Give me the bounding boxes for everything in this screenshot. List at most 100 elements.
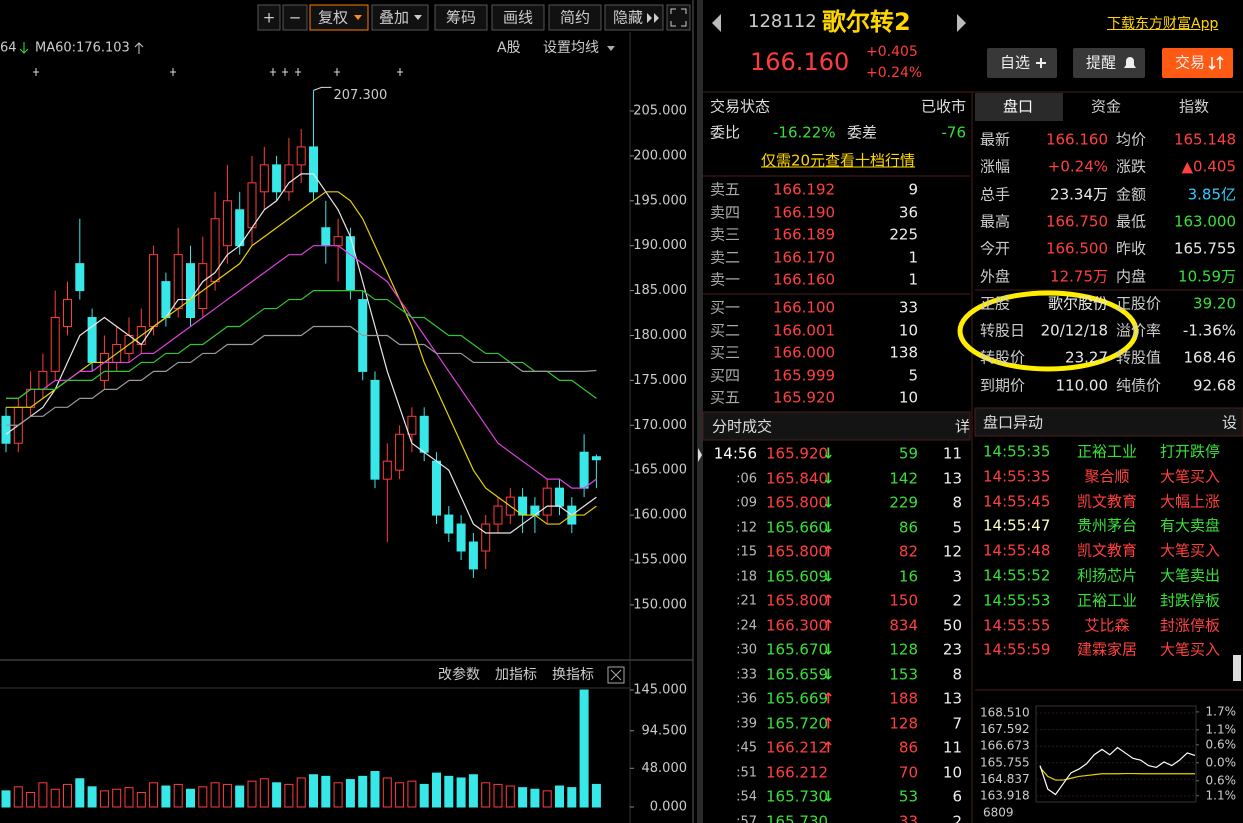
label: 11 <box>942 738 962 757</box>
label[interactable]: 盘口 <box>1002 97 1034 116</box>
label: 23 <box>942 640 962 659</box>
candle-body <box>579 451 589 489</box>
volume-bar <box>247 780 257 808</box>
label: 利扬芯片 <box>1076 566 1138 585</box>
label: -1.36% <box>1182 321 1236 340</box>
next-arrow[interactable] <box>957 14 966 32</box>
toolbar-label: 筹码 <box>446 9 476 27</box>
label: ↓ <box>822 493 835 512</box>
toolbar-button[interactable] <box>491 4 545 31</box>
label: 165.659 <box>766 665 829 683</box>
label[interactable]: 自选 <box>999 53 1031 72</box>
label: 16 <box>898 567 918 585</box>
button[interactable] <box>1162 48 1233 78</box>
indicator-button[interactable]: 换指标 <box>552 666 594 683</box>
volume-bar <box>272 782 282 808</box>
toolbar-button[interactable] <box>282 4 308 31</box>
label: 13 <box>942 689 962 708</box>
volume-bar <box>481 782 491 808</box>
up-arrow <box>134 42 144 54</box>
indicator-button[interactable]: 加指标 <box>495 667 537 683</box>
close-button[interactable] <box>607 666 625 684</box>
candle-body <box>99 352 109 381</box>
label: 225 <box>889 225 918 244</box>
y-tick-label: 168.510 <box>980 706 1030 720</box>
label: 5 <box>908 366 918 385</box>
y-tick-label: 205.000 <box>633 104 687 119</box>
label: 8 <box>952 493 962 512</box>
label: 142 <box>889 469 918 487</box>
ma-setting[interactable]: 设置均线 <box>543 40 599 56</box>
label: 歌尔转2 <box>822 8 911 36</box>
label: 12.75万 <box>1050 267 1108 285</box>
button[interactable] <box>987 48 1057 78</box>
toolbar-button[interactable] <box>604 4 664 31</box>
label[interactable]: 交易 <box>1174 53 1206 72</box>
volume-bar <box>149 782 159 808</box>
label: 委比 <box>710 123 741 142</box>
prev-arrow[interactable] <box>712 14 721 32</box>
scrollbar[interactable] <box>1233 655 1241 681</box>
label: 卖三 <box>710 225 741 244</box>
toolbar-button[interactable] <box>434 4 488 31</box>
label: :24 <box>736 618 757 633</box>
fullscreen-icon <box>670 8 687 27</box>
label: :33 <box>736 667 757 682</box>
label[interactable]: 设 <box>1222 413 1238 432</box>
label: 已收市 <box>920 97 966 116</box>
ma-line <box>6 325 597 426</box>
label: +0.24% <box>1047 157 1108 176</box>
trades-header <box>702 411 971 441</box>
volume-bar <box>370 771 380 808</box>
label: 昨收 <box>1116 239 1147 258</box>
ma-line <box>6 289 597 399</box>
market-label: A股 <box>497 40 521 56</box>
event-marker <box>170 68 176 76</box>
splitter[interactable] <box>697 0 703 823</box>
candle-body <box>370 379 380 480</box>
toolbar-button <box>666 4 691 31</box>
candle-body <box>444 514 454 534</box>
candle-body <box>481 523 491 552</box>
candle-body <box>222 200 232 247</box>
button[interactable] <box>1073 48 1145 78</box>
tab-selected <box>975 93 1063 121</box>
candle-body <box>247 182 257 229</box>
label[interactable]: 资金 <box>1090 97 1122 116</box>
label: ▲0.405 <box>1181 157 1236 176</box>
volume-bar <box>26 791 36 808</box>
dropdown-icon <box>414 15 422 20</box>
indicator-button[interactable]: 改参数 <box>438 666 480 683</box>
label: 165.670 <box>766 640 829 659</box>
label: 59 <box>898 444 918 463</box>
label[interactable]: 提醒 <box>1085 53 1117 72</box>
label[interactable]: 指数 <box>1178 97 1210 116</box>
volume-bar <box>259 778 269 808</box>
toolbar-button[interactable] <box>548 4 602 31</box>
label: 86 <box>898 518 918 536</box>
dropdown-icon <box>607 46 615 51</box>
candle-body <box>382 460 392 480</box>
volume-bar <box>222 783 232 808</box>
label: +0.405 <box>866 44 918 60</box>
label: 166.750 <box>1045 212 1108 231</box>
label: :51 <box>736 765 757 780</box>
candle-body <box>555 487 564 507</box>
label: 正裕工业 <box>1076 591 1138 610</box>
label: 封跌停板 <box>1159 591 1221 610</box>
y-tick-label: 164.837 <box>980 772 1030 786</box>
label: 大笔买入 <box>1159 541 1221 560</box>
label: 23.34万 <box>1050 185 1108 204</box>
label[interactable]: 详 <box>955 417 971 436</box>
event-marker <box>33 68 39 76</box>
label[interactable]: 下载东方财富App <box>1107 16 1219 32</box>
label[interactable]: 仅需20元查看十档行情 <box>760 151 916 170</box>
label: 买五 <box>710 388 741 407</box>
label: 金额 <box>1116 185 1147 204</box>
volume-bar <box>124 787 134 808</box>
volume-bar <box>321 775 331 808</box>
label: 166.189 <box>773 225 836 244</box>
toolbar-button[interactable] <box>257 4 281 31</box>
y-tick-label: 160.000 <box>633 508 687 523</box>
volume-bar <box>161 785 171 808</box>
